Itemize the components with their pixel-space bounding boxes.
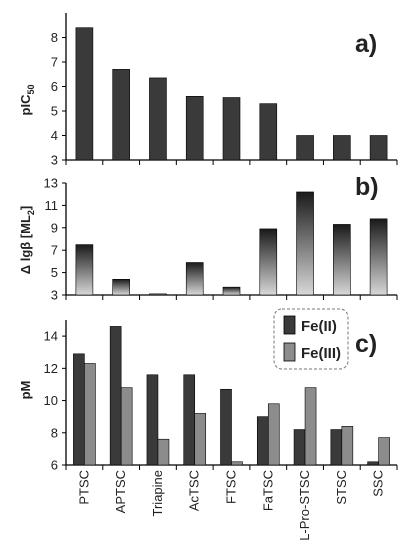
panel-c-bar-fe3-2 [120, 387, 133, 466]
panel-c-bar-fe3-9 [378, 437, 390, 466]
panel-b-bar-3 [149, 293, 167, 296]
panel-c-bar-fe3-7 [304, 387, 317, 466]
panel-a-bar-7 [296, 135, 314, 161]
panel-c-bar-fe2-6 [256, 416, 269, 466]
category-label-8: STSC [334, 470, 349, 505]
panel-c-y-tick-label: 6 [51, 458, 58, 473]
panel-b-y-tick-label: 9 [51, 220, 58, 235]
panel-a-bar-5 [222, 97, 241, 161]
panel-c-bar-fe3-4 [194, 413, 207, 466]
legend-swatch-fe2 [283, 315, 296, 335]
category-label-3: Triapine [150, 470, 165, 516]
panel-a-y-tick-label: 6 [51, 79, 58, 94]
panel-b-bar-2 [112, 279, 130, 296]
panel-b-bar-6 [259, 228, 278, 296]
panel-b-ylabel: Δ lgβ [ML2] [18, 206, 36, 275]
panel-a-ylabel: pIC50 [18, 85, 36, 116]
category-label-7: L-Pro-STSC [297, 470, 312, 541]
panel-b-bar-8 [333, 224, 351, 296]
panel-a-y-tick-label: 4 [51, 128, 58, 143]
panel-c-bar-fe2-2 [109, 326, 122, 466]
panel-b-y-tick-label: 11 [45, 198, 59, 213]
panel-a: pIC50 a) 3 4 5 6 7 8 [18, 13, 398, 168]
panel-a-bar-2 [112, 69, 130, 161]
category-label-2: APTSC [113, 470, 128, 513]
panel-b-y-tick-label: 7 [51, 243, 58, 258]
panel-a-bar-3 [149, 77, 167, 161]
panel-c-bar-fe2-4 [183, 374, 196, 466]
panel-c-bar-fe3-8 [341, 426, 354, 466]
panel-a-y-tick-label: 3 [51, 153, 58, 168]
panel-a-bar-8 [333, 135, 351, 161]
panel-b-bar-4 [185, 262, 204, 296]
panel-c-bar-fe2-9 [367, 461, 379, 466]
panel-c-bar-fe2-5 [220, 388, 232, 466]
legend: Fe(II) Fe(III) [273, 308, 349, 370]
panel-b-bar-1 [75, 244, 94, 296]
panel-a-bar-9 [369, 135, 388, 161]
category-label-9: SSC [371, 470, 386, 497]
panel-c-bar-fe2-7 [293, 429, 306, 466]
panel-c-bar-fe2-1 [73, 353, 85, 466]
panel-a-y-tick-label: 7 [51, 55, 58, 70]
category-label-4: AcTSC [187, 470, 202, 511]
panel-b-y-tick-label: 13 [44, 176, 58, 191]
panel-b-bar-5 [222, 286, 241, 296]
panel-a-bar-6 [259, 103, 278, 161]
panel-c-bar-fe2-3 [146, 374, 159, 466]
panel-a-bar-4 [185, 96, 204, 161]
panel-c-y-tick-label: 8 [51, 425, 58, 440]
category-label-6: FaTSC [260, 470, 275, 511]
panel-b-letter: b) [355, 173, 379, 201]
panel-c-y-tick-label: 14 [44, 329, 58, 344]
panel-b-y-tick-label: 3 [51, 288, 58, 303]
panel-a-letter: a) [355, 30, 377, 58]
panel-c-bar-fe2-8 [330, 429, 343, 466]
panel-c-y-tick-label: 12 [44, 361, 58, 376]
panel-c-bar-fe3-1 [84, 363, 96, 466]
panel-c: pM c) Fe(II) Fe(III) 6 8 10 12 14 [18, 308, 398, 473]
panel-b-y-tick-label: 5 [51, 265, 58, 280]
panel-c-ylabel: pM [18, 381, 33, 400]
panel-b-bar-7 [296, 191, 314, 296]
panel-b: Δ lgβ [ML2] b) 3 5 7 9 11 13 [18, 173, 398, 303]
legend-label-fe3: Fe(III) [301, 345, 341, 362]
panel-c-letter: c) [355, 330, 377, 358]
panel-a-y-tick-label: 5 [51, 104, 58, 119]
category-label-1: PTSC [76, 470, 91, 505]
panel-c-bar-fe3-3 [157, 438, 170, 466]
panel-b-bar-9 [369, 218, 388, 296]
panel-c-y-tick-label: 10 [44, 393, 58, 408]
panel-c-bar-fe3-5 [231, 461, 243, 466]
legend-swatch-fe3 [283, 342, 296, 362]
legend-label-fe2: Fe(II) [301, 318, 337, 335]
panel-a-y-tick-label: 8 [51, 30, 58, 45]
category-label-5: FTSC [224, 470, 239, 504]
category-labels: PTSC APTSC Triapine AcTSC FTSC FaTSC L-Pro-STS… [76, 470, 385, 541]
panel-a-bar-1 [75, 27, 94, 161]
panel-c-bar-fe3-6 [267, 403, 280, 466]
